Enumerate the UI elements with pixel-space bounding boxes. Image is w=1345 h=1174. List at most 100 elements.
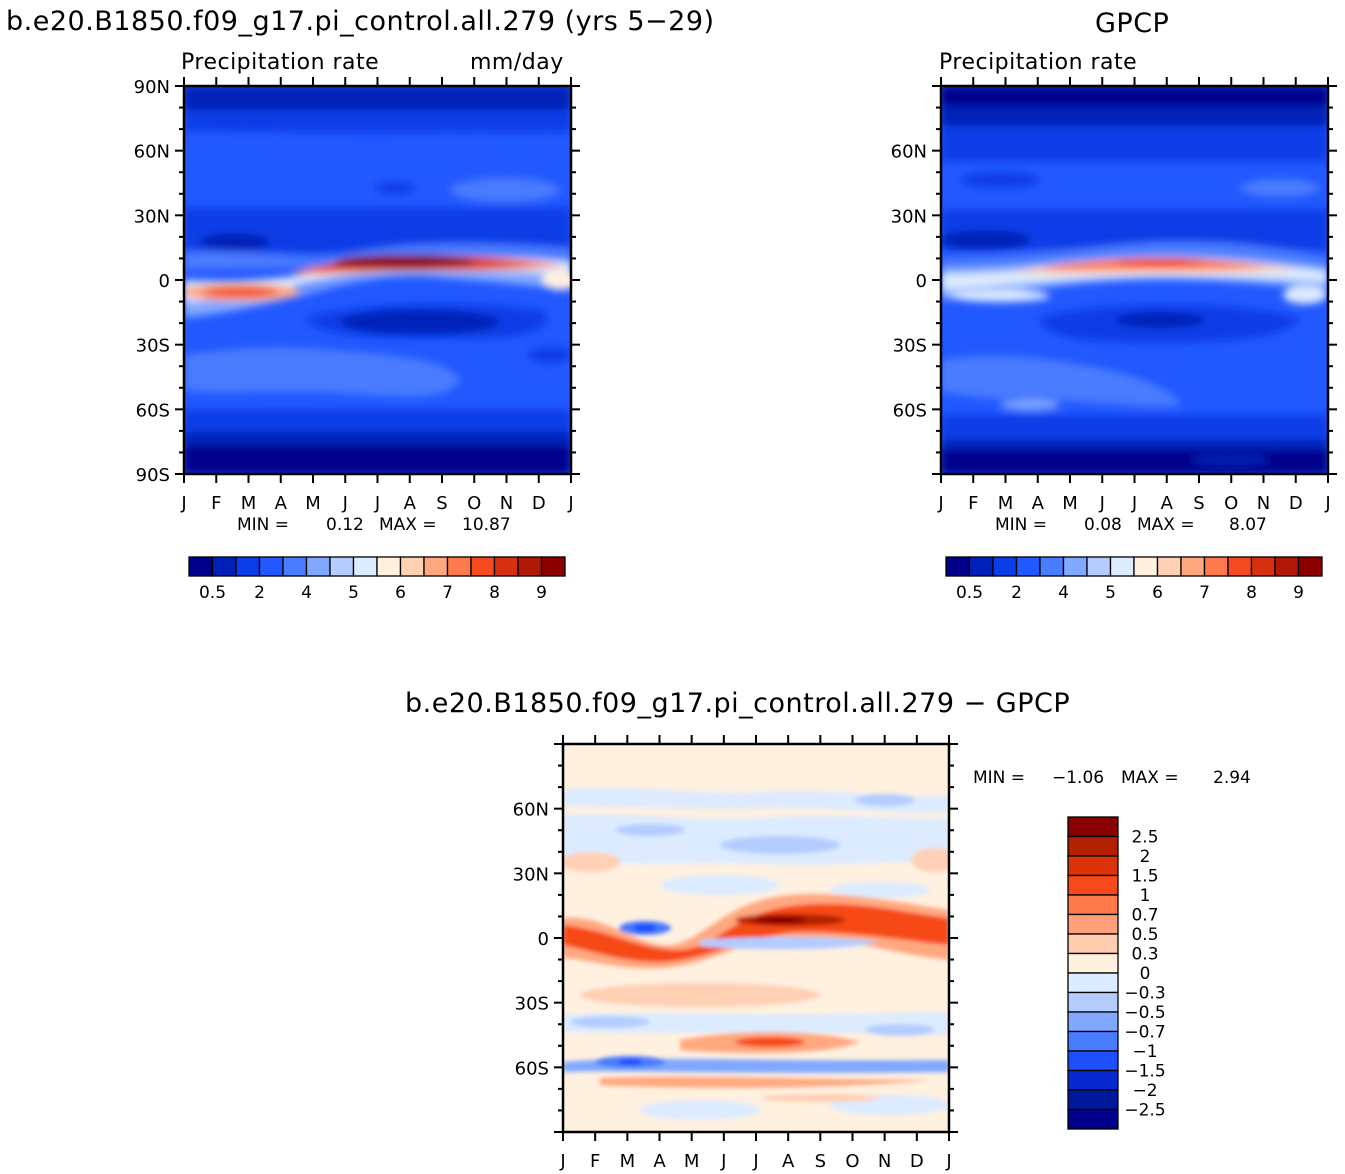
obs-colorbar-box <box>945 556 971 577</box>
diff-colorbar-box <box>1067 991 1119 1013</box>
diff-colorbar-box <box>1067 952 1119 974</box>
diff-colorbar-label: 1.5 <box>1131 867 1158 887</box>
diff-colorbar-box <box>1067 1069 1119 1091</box>
model-xtick-label: F <box>211 493 221 514</box>
diff-xtick-label: J <box>945 1151 951 1172</box>
model-xtick-label: J <box>180 493 186 514</box>
model-colorbar-box <box>305 556 331 577</box>
diff-colorbar-label: −0.5 <box>1124 1003 1165 1023</box>
model-xtick-label: M <box>305 493 321 514</box>
obs-min-value: 0.08 <box>1084 515 1122 535</box>
model-colorbar-label: 2 <box>254 583 265 603</box>
model-xtick-label: D <box>532 493 546 514</box>
model-colorbar-box <box>399 556 425 577</box>
diff-xtick-label: D <box>910 1151 924 1172</box>
obs-colorbar-box <box>1227 556 1253 577</box>
diff-colorbar-box <box>1067 855 1119 877</box>
diff-colorbar-label: 1 <box>1140 886 1151 906</box>
model-field-label: Precipitation rate <box>181 50 379 75</box>
obs-xtick-label: J <box>1324 493 1330 514</box>
obs-colorbar-box <box>1133 556 1159 577</box>
diff-colorbar-box <box>1067 933 1119 955</box>
diff-xtick-label: J <box>720 1151 726 1172</box>
model-xtick-label: N <box>500 493 513 514</box>
model-ytick-label: 30S <box>136 336 170 357</box>
diff-colorbar-label: 0.3 <box>1131 945 1158 965</box>
model-colorbar-box <box>517 556 543 577</box>
diff-colorbar-label: 0.7 <box>1131 906 1158 926</box>
obs-xtick-label: S <box>1193 493 1204 514</box>
diff-colorbar-box <box>1067 1050 1119 1072</box>
obs-xtick-label: A <box>1161 493 1174 514</box>
diff-colorbar-label: 2.5 <box>1131 828 1158 848</box>
diff-xtick-label: N <box>878 1151 891 1172</box>
obs-xtick-label: O <box>1224 493 1238 514</box>
model-ytick-label: 60N <box>134 142 170 163</box>
obs-xtick-label: A <box>1032 493 1045 514</box>
obs-colorbar-label: 0.5 <box>956 583 983 603</box>
model-colorbar-box <box>282 556 308 577</box>
model-xtick-label: A <box>404 493 417 514</box>
diff-colorbar-label: −2 <box>1132 1081 1157 1101</box>
diff-minmax: MIN = −1.06 MAX = 2.94 <box>973 768 1251 788</box>
diff-ytick-label: 0 <box>538 929 549 950</box>
model-colorbar-box <box>540 556 566 577</box>
obs-xtick-label: J <box>937 493 943 514</box>
diff-xtick-label: F <box>590 1151 600 1172</box>
diff-max-value: 2.94 <box>1213 768 1251 788</box>
diff-colorbar-box <box>1067 816 1119 838</box>
model-ytick-label: 60S <box>136 400 170 421</box>
diff-colorbar-box <box>1067 1011 1119 1033</box>
diff-xtick-label: J <box>752 1151 758 1172</box>
obs-ytick-label: 30N <box>891 206 927 227</box>
diff-colorbar-label: −0.7 <box>1124 1023 1165 1043</box>
diff-xtick-label: M <box>620 1151 636 1172</box>
diff-colorbar-label: −2.5 <box>1124 1101 1165 1121</box>
diff-colorbar-box <box>1067 874 1119 896</box>
obs-max-value: 8.07 <box>1229 515 1267 535</box>
obs-colorbar-box <box>1250 556 1276 577</box>
model-colorbar-box <box>493 556 519 577</box>
model-xtick-label: J <box>342 493 348 514</box>
obs-colorbar-box <box>1015 556 1041 577</box>
model-colorbar-label: 6 <box>395 583 406 603</box>
obs-xtick-label: M <box>1062 493 1078 514</box>
model-minmax: MIN = 0.12 MAX = 10.87 <box>237 515 511 535</box>
obs-colorbar-box <box>1203 556 1229 577</box>
obs-colorbar-box <box>1274 556 1300 577</box>
model-colorbar-label: 8 <box>489 583 500 603</box>
obs-colorbar-box <box>1297 556 1323 577</box>
model-xtick-label: M <box>241 493 257 514</box>
obs-colorbar-label: 4 <box>1058 583 1069 603</box>
obs-colorbar-label: 8 <box>1246 583 1257 603</box>
diff-ytick-label: 30S <box>515 994 549 1015</box>
model-ytick-label: 30N <box>134 206 170 227</box>
model-colorbar-label: 0.5 <box>199 583 226 603</box>
obs-xtick-label: M <box>998 493 1014 514</box>
model-colorbar-box <box>211 556 237 577</box>
diff-colorbar-box <box>1067 972 1119 994</box>
diff-min-value: −1.06 <box>1052 768 1104 788</box>
diff-xtick-label: M <box>684 1151 700 1172</box>
model-colorbar-box <box>352 556 378 577</box>
model-ytick-label: 90N <box>134 77 170 98</box>
model-colorbar-label: 9 <box>536 583 547 603</box>
obs-ytick-label: 0 <box>916 271 927 292</box>
obs-ytick-label: 30S <box>893 336 927 357</box>
obs-min-label: MIN = <box>995 515 1047 535</box>
diff-colorbar-label: 2 <box>1140 847 1151 867</box>
diff-colorbar-label: −0.3 <box>1124 984 1165 1004</box>
diff-xtick-label: S <box>815 1151 826 1172</box>
model-colorbar-label: 4 <box>301 583 312 603</box>
model-max-label: MAX = <box>379 515 437 535</box>
diff-ytick-label: 60N <box>513 800 549 821</box>
obs-xtick-label: J <box>1131 493 1137 514</box>
model-min-label: MIN = <box>237 515 289 535</box>
diff-colorbar: 2.521.510.70.50.30−0.3−0.5−0.7−1−1.5−2−2… <box>1067 816 1166 1130</box>
diff-min-label: MIN = <box>973 768 1025 788</box>
obs-xtick-label: F <box>968 493 978 514</box>
diff-ytick-label: 30N <box>513 864 549 885</box>
